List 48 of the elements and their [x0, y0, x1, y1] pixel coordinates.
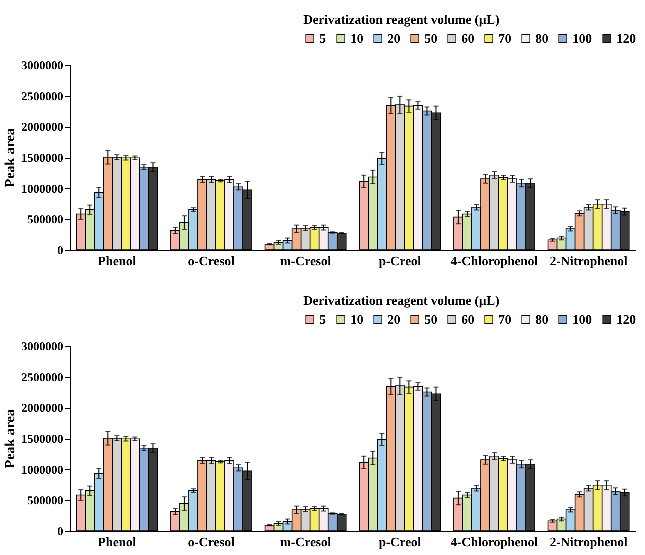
x-tick-label: Phenol	[98, 254, 137, 268]
legend-label: 100	[572, 30, 592, 46]
y-tick-label: 0	[58, 524, 64, 538]
x-tick-label: o-Cresol	[188, 534, 236, 550]
y-tick-label: 3000000	[22, 340, 64, 354]
legend-label: 120	[616, 312, 636, 327]
legend-label: 60	[462, 30, 475, 46]
x-tick-label: p-Creol	[378, 534, 422, 550]
y-tick-label: 2500000	[22, 89, 64, 104]
legend-label: 20	[388, 30, 401, 46]
legend-label: 50	[424, 30, 438, 46]
y-tick-label: 1000000	[22, 182, 64, 196]
y-tick-label: 1500000	[22, 151, 64, 165]
y-tick-label: 1500000	[22, 432, 64, 446]
x-tick-label: p-Creol	[378, 254, 422, 268]
legend-label: 50	[424, 312, 438, 327]
y-tick-label: 500000	[28, 212, 64, 227]
legend-label: 120	[616, 30, 636, 46]
x-tick-label: o-Cresol	[188, 254, 236, 268]
y-tick-label: 1000000	[22, 462, 64, 477]
x-tick-label: 2-Nitrophenol	[550, 534, 628, 550]
x-tick-label: Phenol	[98, 534, 137, 550]
legend-title: Derivatization reagent volume (µL)	[304, 12, 500, 27]
x-tick-label: 4-Chlorophenol	[450, 254, 538, 268]
y-tick-label: 2000000	[22, 401, 64, 416]
y-tick-label: 0	[58, 244, 64, 258]
x-tick-label: m-Cresol	[280, 534, 332, 550]
x-tick-label: m-Cresol	[280, 254, 332, 268]
y-tick-label: 3000000	[22, 58, 64, 72]
legend-label: 5	[320, 30, 327, 46]
legend-label: 20	[388, 312, 401, 327]
y-axis-title: Peak area	[4, 409, 18, 469]
legend-label: 10	[350, 312, 364, 327]
legend-label: 100	[572, 312, 592, 327]
legend-label: 70	[498, 30, 512, 46]
legend-label: 80	[536, 30, 549, 46]
y-tick-label: 500000	[28, 494, 64, 508]
legend-label: 10	[350, 30, 364, 46]
y-tick-label: 2000000	[22, 120, 64, 134]
legend-label: 60	[462, 312, 475, 327]
y-tick-label: 2500000	[22, 370, 64, 384]
legend-label: 80	[536, 312, 549, 327]
x-tick-label: 2-Nitrophenol	[550, 254, 628, 268]
legend-title: Derivatization reagent volume (µL)	[304, 293, 500, 308]
y-axis-title: Peak area	[4, 128, 18, 188]
legend-label: 5	[320, 312, 327, 327]
legend-label: 70	[498, 312, 512, 327]
x-tick-label: 4-Chlorophenol	[450, 534, 538, 550]
